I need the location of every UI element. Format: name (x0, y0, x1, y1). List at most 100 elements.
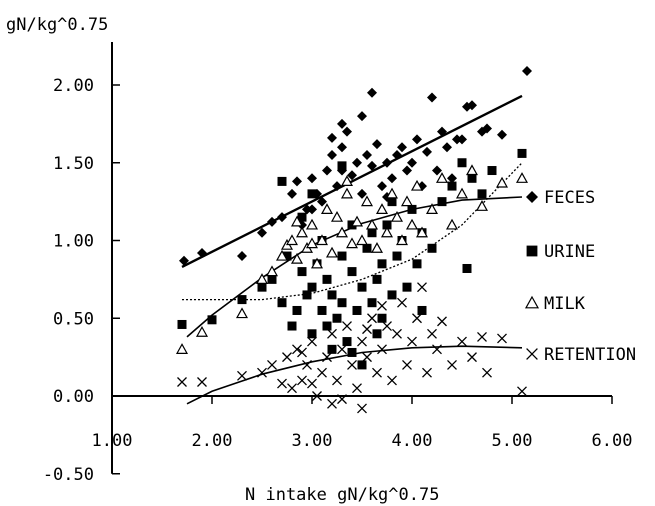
urine-point (457, 158, 467, 168)
feces-point (327, 132, 337, 143)
x-tick-label: 5.00 (492, 431, 533, 451)
legend-label-milk: MILK (544, 294, 586, 314)
urine-point (352, 305, 362, 315)
urine-point (277, 298, 287, 308)
feces-point (287, 188, 297, 199)
urine-point (447, 181, 457, 191)
retention-point (392, 328, 402, 339)
urine-point (307, 189, 317, 199)
retention-point (517, 386, 527, 397)
retention-point (327, 328, 337, 339)
feces-point (377, 181, 387, 192)
retention-point (412, 313, 422, 324)
urine-point (207, 315, 217, 325)
feces-point (352, 157, 362, 168)
feces-point (237, 251, 247, 262)
retention-point (497, 333, 507, 344)
milk-point (320, 203, 334, 214)
urine-point (367, 298, 377, 308)
feces-point (522, 66, 532, 77)
urine-point (297, 212, 307, 222)
urine-point (297, 267, 307, 277)
feces-point (437, 126, 447, 137)
milk-point (340, 175, 354, 187)
milk-point (395, 234, 409, 246)
feces-point (467, 100, 477, 111)
feces-point (427, 92, 437, 103)
milk-point (405, 218, 419, 230)
milk-point (310, 257, 324, 269)
milk-point (455, 187, 469, 199)
retention-point (237, 370, 247, 381)
retention-point (332, 375, 342, 386)
urine-point (337, 298, 347, 308)
urine-point (337, 161, 347, 171)
feces-point (347, 170, 357, 181)
feces-point (432, 165, 442, 176)
retention-point (197, 377, 207, 387)
retention-point (267, 359, 277, 370)
retention-point (327, 398, 337, 409)
milk-point (235, 307, 249, 319)
retention-legend-marker (526, 348, 538, 360)
milk-point (335, 226, 349, 238)
feces-point (422, 146, 432, 157)
retention-point (362, 352, 372, 363)
y-tick-label: 1.00 (53, 232, 94, 252)
retention-point (287, 383, 297, 394)
urine-point (322, 274, 332, 284)
milk-point (370, 242, 384, 253)
retention-point (467, 352, 477, 363)
feces-point (307, 204, 317, 215)
feces-trend-line (181, 94, 523, 268)
retention-trend-line (186, 345, 523, 405)
feces-point (257, 227, 267, 238)
milk-point (285, 234, 299, 246)
retention-point (437, 316, 447, 327)
x-tick-label: 3.00 (292, 431, 333, 451)
milk-point (275, 249, 289, 261)
retention-point (312, 391, 322, 401)
urine-point (417, 305, 427, 315)
urine-point (332, 313, 342, 323)
urine-point (327, 290, 337, 300)
feces-point (442, 142, 452, 153)
feces-point (497, 129, 507, 140)
urine-point (427, 243, 437, 253)
feces-point (402, 165, 412, 176)
urine-point (277, 176, 287, 186)
milk-point (255, 273, 269, 284)
retention-point (337, 394, 347, 405)
urine-point (477, 189, 487, 199)
x-tick-label: 1.00 (92, 431, 133, 451)
milk-point (365, 218, 379, 230)
x-tick-label: 2.00 (192, 431, 233, 451)
feces-point (317, 196, 327, 207)
feces-legend-marker (526, 191, 538, 203)
milk-point (515, 172, 529, 183)
urine-point (342, 337, 352, 347)
urine-legend-marker (526, 245, 538, 257)
urine-point (337, 251, 347, 261)
urine-point (257, 282, 267, 292)
urine-point (462, 263, 472, 273)
milk-point (325, 246, 339, 258)
milk-point (360, 195, 374, 207)
urine-point (487, 166, 497, 176)
retention-point (352, 383, 362, 394)
retention-point (347, 359, 357, 370)
milk-point (445, 218, 459, 230)
milk-point (345, 237, 359, 249)
feces-point (327, 149, 337, 160)
urine-point (367, 228, 377, 238)
feces-point (457, 134, 467, 145)
milk-point (295, 226, 309, 238)
feces-point (357, 111, 367, 122)
retention-point (382, 321, 392, 331)
milk-point (380, 226, 394, 238)
urine-point (372, 274, 382, 284)
legend-label-feces: FECES (544, 188, 595, 208)
milk-point (350, 215, 364, 227)
urine-point (372, 329, 382, 339)
